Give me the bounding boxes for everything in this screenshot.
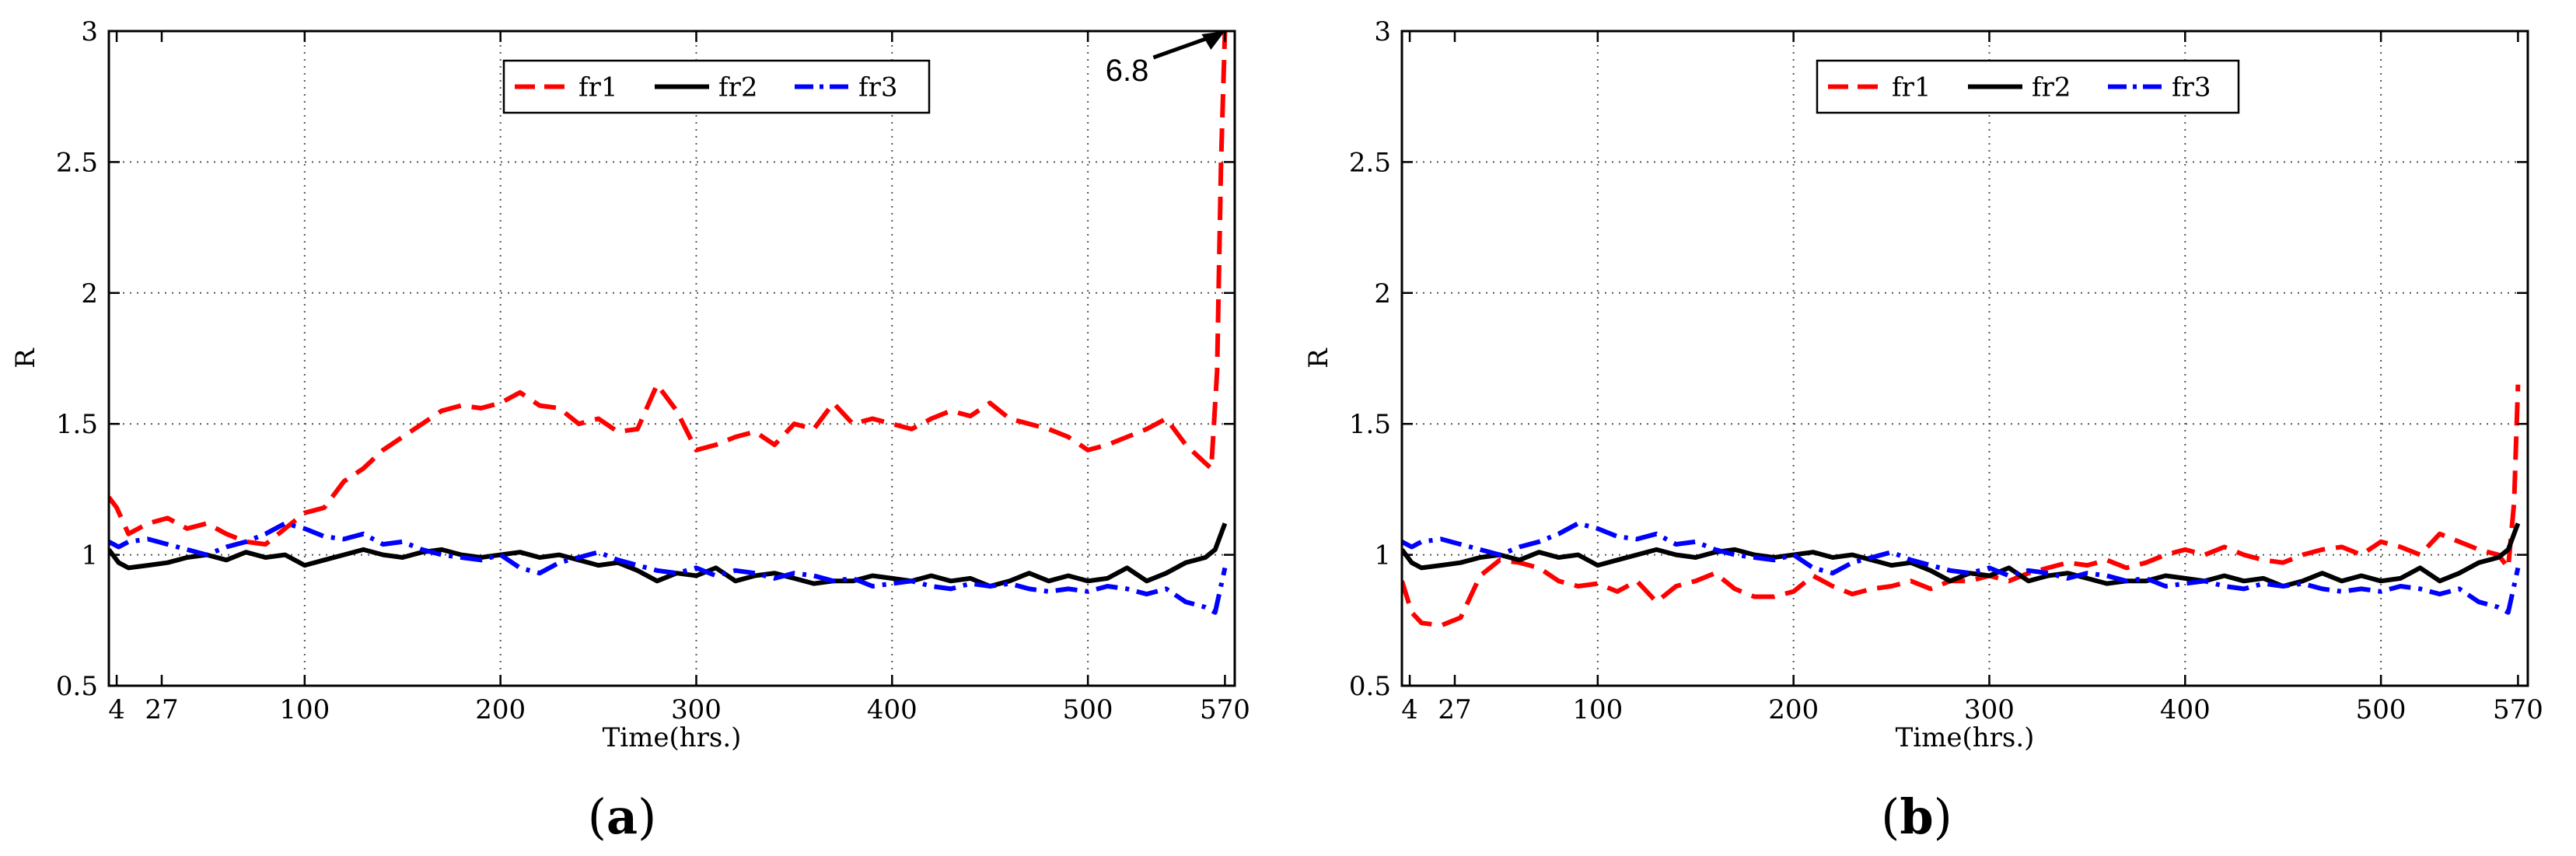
legend-label-fr3: fr3 xyxy=(858,72,897,103)
y-tick-label: 1.5 xyxy=(1349,409,1391,440)
x-tick-label: 27 xyxy=(1438,694,1471,725)
x-axis-label: Time(hrs.) xyxy=(603,722,742,753)
x-tick-label: 500 xyxy=(2356,694,2406,725)
legend-label-fr1: fr1 xyxy=(578,72,617,103)
x-tick-label: 200 xyxy=(475,694,526,725)
y-tick-label: 2 xyxy=(81,278,98,309)
x-tick-label: 300 xyxy=(671,694,722,725)
x-tick-label: 500 xyxy=(1063,694,1113,725)
legend-label-fr2: fr2 xyxy=(718,72,757,103)
panel-caption-letter: a xyxy=(606,788,638,845)
y-tick-label: 1 xyxy=(81,540,98,571)
x-tick-label: 570 xyxy=(1200,694,1250,725)
legend-box xyxy=(1816,59,2240,114)
annotation-arrowhead xyxy=(1201,31,1225,50)
y-tick-label: 3 xyxy=(81,16,98,47)
x-tick-label: 4 xyxy=(108,694,125,725)
series-line-fr2 xyxy=(1402,522,2521,589)
legend-box xyxy=(502,59,931,114)
panel-a: 4 27 100 200 300 400 500 570 0.5 1 1.5 2 2.5 3 Time(hr… xyxy=(10,16,1250,845)
x-tick-label: 27 xyxy=(145,694,178,725)
y-tick-label: 3 xyxy=(1374,16,1391,47)
x-tick-label: 400 xyxy=(2160,694,2211,725)
y-axis-label: R xyxy=(1303,348,1334,369)
legend-label-fr1: fr1 xyxy=(1892,72,1931,103)
x-tick-label: 100 xyxy=(279,694,330,725)
axes-frame xyxy=(1400,30,2529,687)
series-line-fr3 xyxy=(109,521,1228,615)
legend-label-fr3: fr3 xyxy=(2172,72,2211,103)
y-tick-label: 2.5 xyxy=(1349,147,1391,178)
series-line-fr1 xyxy=(1402,384,2521,628)
panel-caption-letter: b xyxy=(1900,788,1933,845)
x-tick-label: 200 xyxy=(1768,694,1819,725)
panel-caption: (b) xyxy=(1881,788,1952,845)
x-tick-label: 300 xyxy=(1964,694,2015,725)
y-tick-label: 0.5 xyxy=(56,671,98,702)
series-line-fr2 xyxy=(109,522,1228,589)
axes-frame xyxy=(107,30,1236,687)
x-tick-label: 100 xyxy=(1572,694,1623,725)
y-tick-label: 2 xyxy=(1374,278,1391,309)
legend: fr1 fr2 fr3 xyxy=(502,59,931,114)
panel-caption: (a) xyxy=(588,788,657,845)
panel-b: 4 27 100 200 300 400 500 570 0.5 1 1.5 2 2.5 3 Time(hr… xyxy=(1303,16,2543,845)
y-tick-label: 1.5 xyxy=(56,409,98,440)
y-axis-label: R xyxy=(10,348,41,369)
x-axis-label: Time(hrs.) xyxy=(1896,722,2035,753)
x-tick-label: 570 xyxy=(2493,694,2543,725)
x-tick-label: 4 xyxy=(1401,694,1418,725)
legend-label-fr2: fr2 xyxy=(2032,72,2071,103)
y-tick-label: 1 xyxy=(1374,540,1391,571)
series-line-fr1 xyxy=(109,31,1228,547)
y-tick-label: 0.5 xyxy=(1349,671,1391,702)
annotation-label: 6.8 xyxy=(1106,54,1149,88)
x-tick-label: 400 xyxy=(867,694,918,725)
legend: fr1 fr2 fr3 xyxy=(1816,59,2240,114)
series-line-fr3 xyxy=(1402,521,2521,615)
y-tick-label: 2.5 xyxy=(56,147,98,178)
